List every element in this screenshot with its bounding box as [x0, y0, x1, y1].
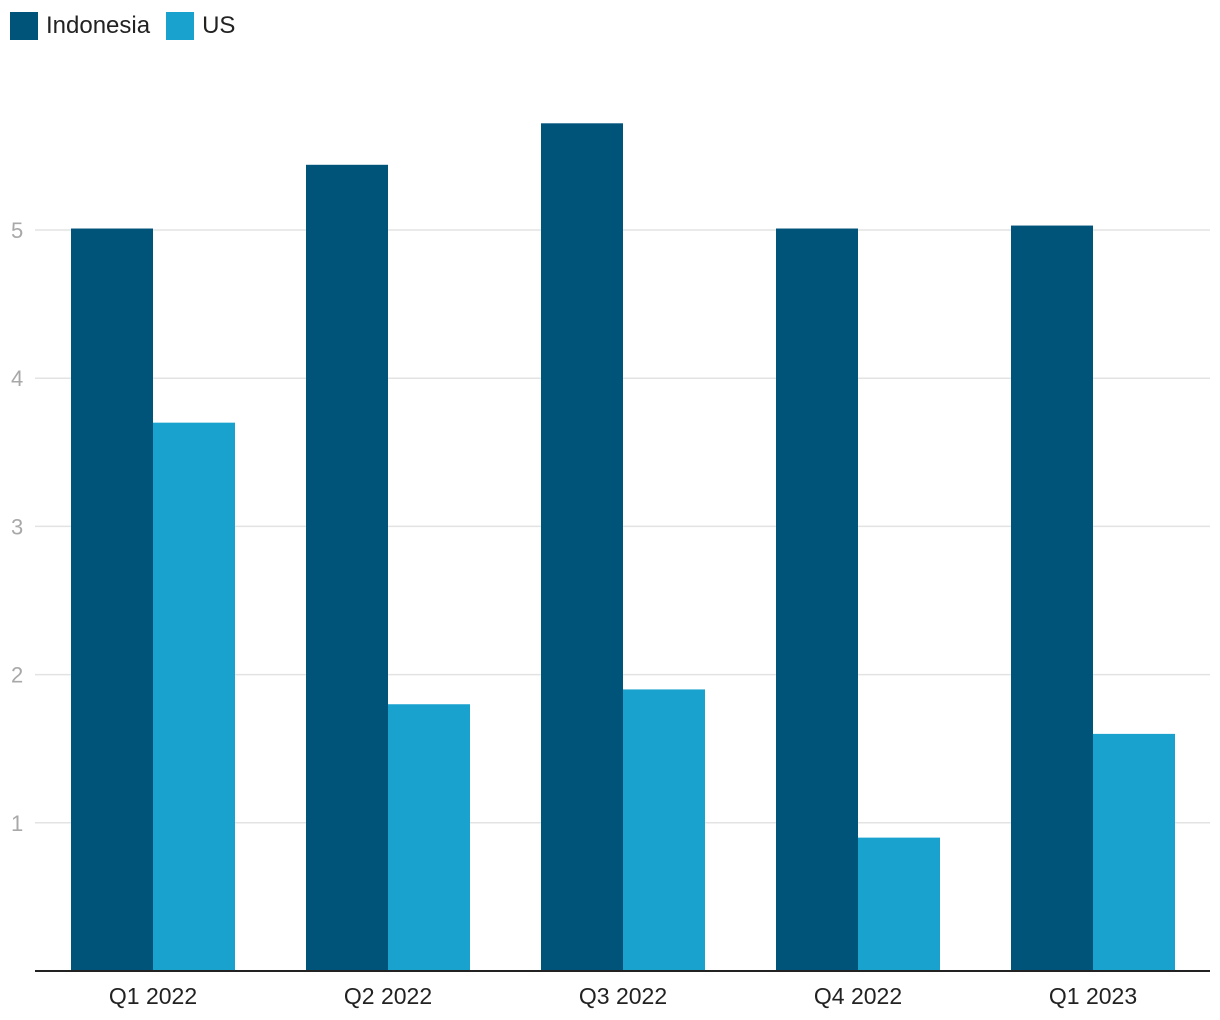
y-tick-label-3: 3	[11, 514, 23, 539]
legend-swatch-indonesia	[10, 12, 38, 40]
x-tick-label-q1-2023: Q1 2023	[1049, 983, 1137, 1009]
y-tick-label-5: 5	[11, 218, 23, 243]
axes: 1 2 3 4 5 Q1 2022 Q2 2022 Q3 2022 Q4 2022 Q1 2023	[11, 218, 1210, 1009]
legend-label-indonesia: Indonesia	[46, 12, 151, 39]
legend-item-indonesia: Indonesia	[10, 12, 150, 40]
legend-label-us: US	[202, 12, 236, 39]
legend-swatch-us	[166, 12, 195, 40]
bar-indonesia-q2-2022	[306, 164, 388, 972]
x-tick-label-q4-2022: Q4 2022	[814, 983, 902, 1009]
legend-item-us: US	[166, 12, 235, 40]
y-tick-label-4: 4	[11, 366, 23, 391]
bar-us-q4-2022	[858, 837, 940, 971]
x-tick-label-q2-2022: Q2 2022	[344, 983, 432, 1009]
y-tick-label-1: 1	[11, 811, 23, 836]
x-tick-label-q3-2022: Q3 2022	[579, 983, 667, 1009]
bar-us-q1-2023	[1093, 733, 1175, 971]
bar-indonesia-q1-2022	[71, 228, 153, 971]
chart-legend: Indonesia US	[10, 11, 251, 41]
bar-indonesia-q4-2022	[776, 228, 858, 971]
bar-indonesia-q3-2022	[541, 123, 623, 971]
bar-us-q3-2022	[623, 689, 705, 971]
bar-us-q1-2022	[153, 422, 235, 971]
bar-us-q2-2022	[388, 704, 470, 971]
bars	[71, 123, 1175, 972]
bar-indonesia-q1-2023	[1011, 225, 1093, 971]
y-tick-label-2: 2	[11, 663, 23, 688]
x-tick-label-q1-2022: Q1 2022	[109, 983, 197, 1009]
